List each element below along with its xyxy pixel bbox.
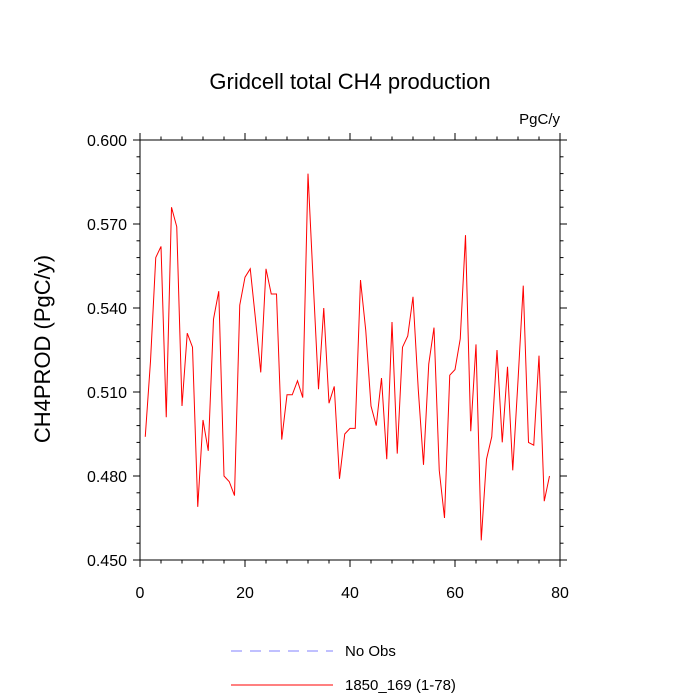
units-label: PgC/y: [519, 111, 560, 128]
legend-label-0: No Obs: [345, 643, 396, 660]
x-tick-label: 40: [341, 585, 359, 602]
y-tick-label: 0.510: [87, 385, 127, 402]
y-axis-label: CH4PROD (PgC/y): [30, 255, 55, 443]
series-group: [144, 173, 550, 541]
legend: No Obs 1850_169 (1-78): [231, 643, 456, 694]
x-tick-label: 80: [551, 585, 569, 602]
x-tick-label: 20: [236, 585, 254, 602]
x-tick-label: 60: [446, 585, 464, 602]
x-tick-label: 0: [136, 585, 145, 602]
tick-labels: 0 20 40 60 80 0.450 0.480 0.510 0.540 0.570 0.600: [87, 133, 569, 602]
y-tick-label: 0.480: [87, 469, 127, 486]
y-tick-label: 0.570: [87, 217, 127, 234]
legend-label-1: 1850_169 (1-78): [345, 677, 456, 694]
y-tick-label: 0.600: [87, 133, 127, 150]
y-tick-label: 0.450: [87, 553, 127, 570]
y-tick-label: 0.540: [87, 301, 127, 318]
axis-ticks: [133, 133, 567, 567]
series-line-0: [144, 173, 550, 541]
chart-title: Gridcell total CH4 production: [209, 69, 490, 94]
